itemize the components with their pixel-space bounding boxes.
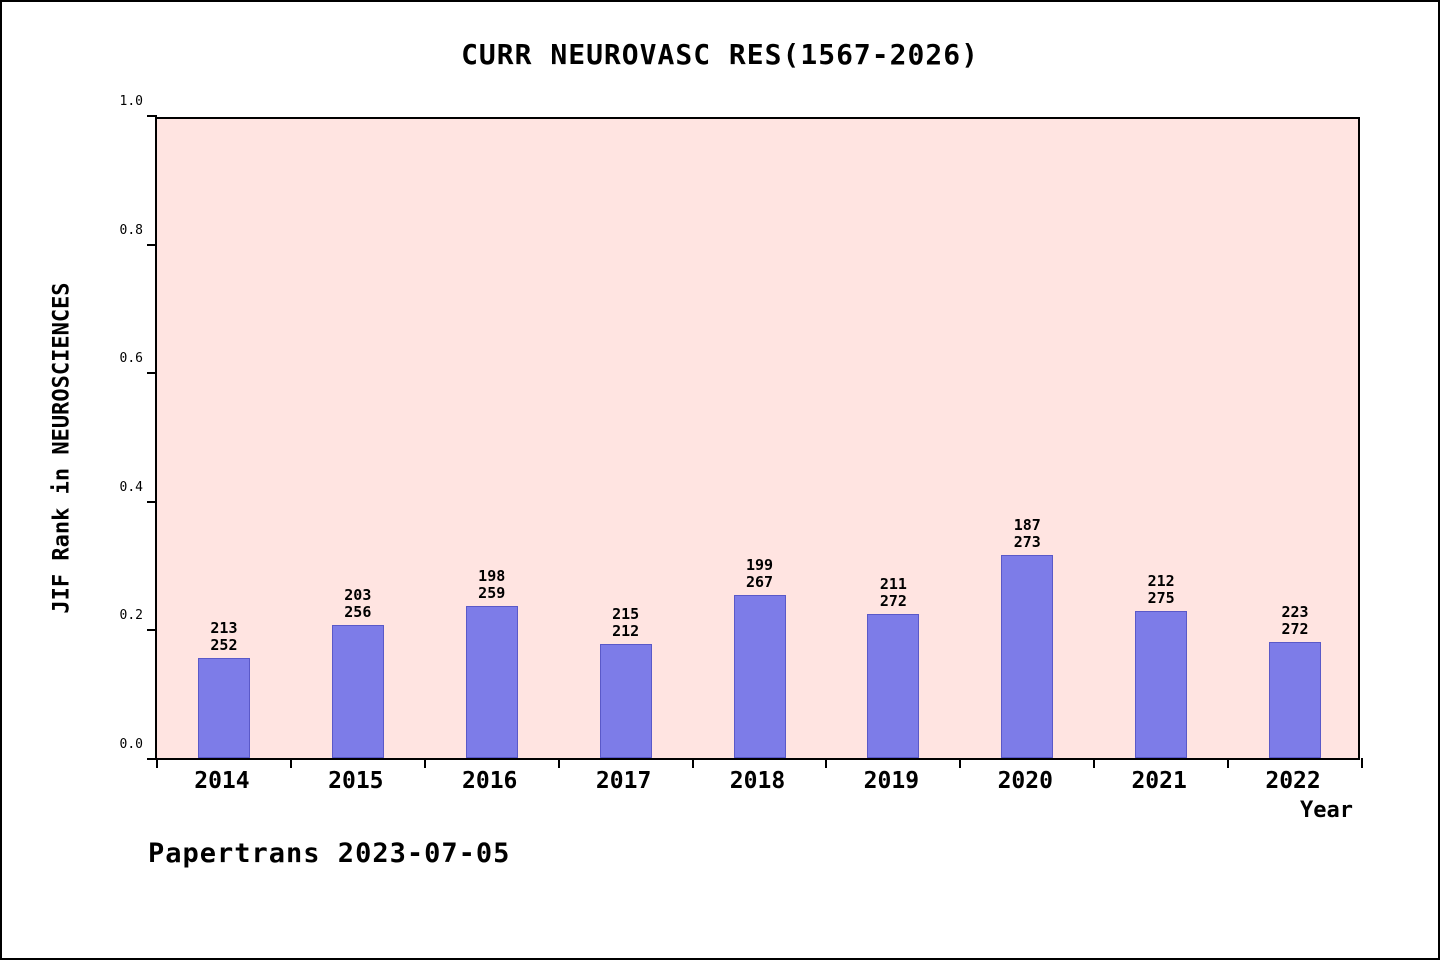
y-tick-label: 0.8 (119, 222, 143, 238)
x-axis-tick (1227, 758, 1230, 768)
x-axis-tick (557, 758, 560, 768)
y-tick-label: 0.4 (119, 479, 143, 495)
chart-title: CURR NEUROVASC RES(1567-2026) (461, 38, 979, 71)
bar-value-label: 187 273 (1013, 516, 1041, 552)
x-axis-tick (1361, 758, 1363, 768)
x-category-label-2015: 2015 (328, 768, 384, 794)
bar-value-label: 203 256 (344, 585, 372, 621)
y-tick-label: 0.0 (119, 737, 143, 752)
x-axis-tick (1093, 758, 1096, 768)
x-axis-tick (156, 758, 158, 768)
y-axis-label: JIF Rank in NEUROSCIENCES (49, 282, 75, 614)
y-axis-tick (147, 243, 157, 246)
bar-value-label: 211 272 (879, 574, 907, 610)
bar-2022 (1269, 642, 1322, 758)
x-axis-label: Year (1300, 798, 1353, 823)
plot-area: 0.0 0.2 0.4 0.6 0.8 1.0 213 252 203 256 198 259 215 2… (120, 94, 1363, 768)
bar-value-label: 215 212 (612, 605, 640, 641)
footer-watermark: Papertrans 2023-07-05 (148, 838, 511, 869)
y-tick-label: 0.2 (119, 608, 143, 624)
x-category-label-2022: 2022 (1265, 768, 1321, 794)
bar-2018 (733, 594, 786, 758)
bar-value-label: 212 275 (1147, 571, 1175, 607)
y-axis-tick (147, 500, 157, 503)
bar-value-label: 198 259 (478, 567, 506, 603)
x-category-label-2018: 2018 (729, 768, 786, 794)
x-axis-tick (289, 758, 292, 768)
bar-2019 (867, 613, 920, 758)
x-category-label-2019: 2019 (863, 768, 920, 794)
bar-2017 (599, 644, 652, 758)
bar-2015 (331, 624, 384, 758)
bar-2016 (465, 606, 518, 758)
bar-2021 (1135, 610, 1188, 758)
x-axis-tick (959, 758, 962, 768)
y-axis-tick (147, 372, 157, 375)
bar-value-label: 199 267 (745, 555, 774, 591)
y-tick-label: 0.6 (119, 351, 143, 367)
bar-value-label: 213 252 (210, 619, 238, 655)
x-axis-tick (423, 758, 426, 768)
y-axis-tick (147, 629, 157, 632)
y-tick-label: 1.0 (119, 94, 143, 109)
x-axis-tick (691, 758, 694, 768)
x-axis-tick (825, 758, 828, 768)
x-category-label-2016: 2016 (462, 768, 518, 794)
y-axis-tick (147, 758, 157, 760)
x-category-label-2021: 2021 (1131, 768, 1187, 794)
bar-2020 (1001, 555, 1054, 758)
x-category-label-2017: 2017 (595, 768, 652, 794)
bar-value-label: 223 272 (1281, 603, 1309, 639)
x-category-label-2014: 2014 (194, 768, 250, 794)
bar-2014 (197, 658, 250, 758)
x-category-label-2020: 2020 (997, 768, 1053, 794)
y-axis-tick (147, 115, 157, 117)
